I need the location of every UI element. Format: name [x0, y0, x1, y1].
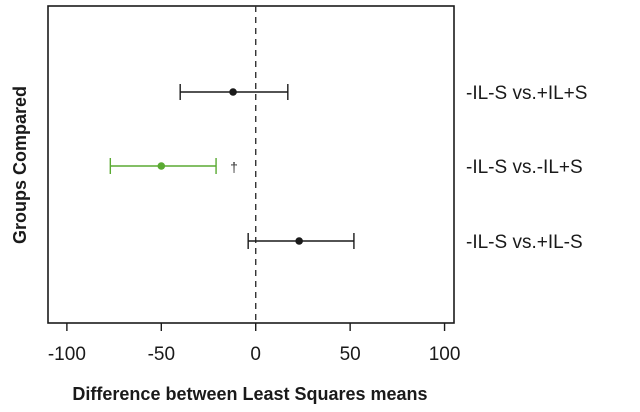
x-tick-label: -100 — [48, 344, 86, 365]
x-axis-tick-labels: -100 -50 0 50 100 — [48, 344, 461, 365]
point-estimate — [295, 237, 303, 245]
category-label: -IL-S vs.-IL+S — [466, 157, 583, 178]
x-tick-label: -50 — [148, 344, 175, 365]
confidence-intervals: † — [109, 84, 355, 249]
x-tick-label: 50 — [340, 344, 361, 365]
y-axis-title: Groups Compared — [10, 86, 30, 244]
x-axis-ticks — [66, 323, 446, 331]
significance-marker: † — [230, 159, 238, 175]
interval-row — [179, 84, 289, 100]
point-estimate — [229, 88, 237, 96]
category-label: -IL-S vs.+IL+S — [466, 83, 587, 104]
category-labels: -IL-S vs.+IL+S -IL-S vs.-IL+S -IL-S vs.+IL… — [466, 83, 587, 253]
point-estimate — [157, 162, 166, 170]
interval-row: † — [109, 158, 238, 175]
x-tick-label: 0 — [250, 344, 261, 365]
category-label: -IL-S vs.+IL-S — [466, 232, 583, 253]
x-axis-title: Difference between Least Squares means — [72, 384, 427, 404]
x-tick-label: 100 — [429, 344, 461, 365]
interval-row — [247, 233, 355, 249]
plot-frame — [47, 5, 455, 324]
